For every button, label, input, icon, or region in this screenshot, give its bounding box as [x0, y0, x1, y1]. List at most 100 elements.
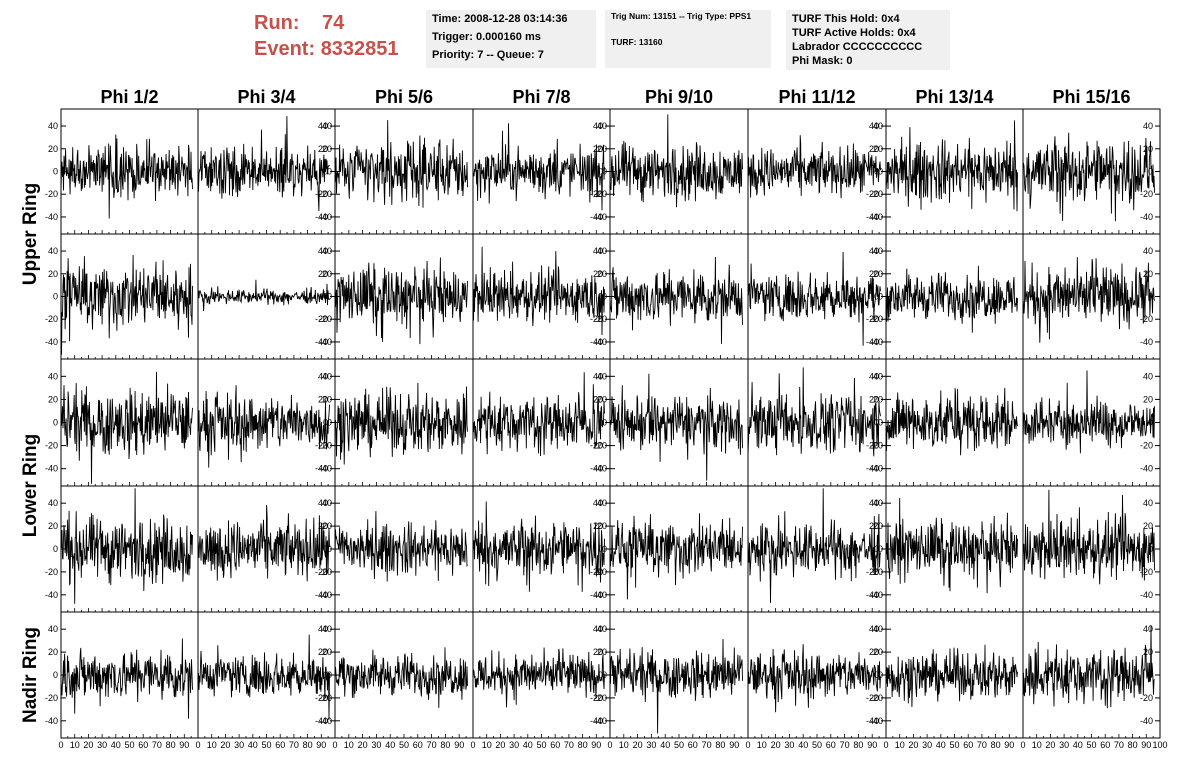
y-tick-label: -20	[866, 693, 879, 703]
y-tick-label: -20	[319, 441, 332, 451]
waveform-panel: -40 -20 0 20 40	[870, 233, 1024, 360]
y-tick-label: -20	[594, 693, 607, 703]
x-tick-label: 0	[58, 740, 63, 750]
x-tick-label: 20	[908, 740, 918, 750]
waveform-panel: -40 -20 0 20 40	[472, 611, 611, 739]
x-tick-label: 90	[591, 740, 601, 750]
phi-mask-text: Phi Mask: 0	[792, 55, 853, 67]
x-tick-label: 50	[261, 740, 271, 750]
y-tick-label: 40	[873, 121, 883, 131]
ring-label: Lower Ring	[20, 434, 41, 537]
x-tick-label: 0	[332, 740, 337, 750]
y-tick-label: 0	[1148, 167, 1153, 177]
y-tick-label: 40	[597, 498, 607, 508]
waveform-panel: -40 -20 0 20 40	[319, 358, 474, 487]
x-tick-label: 90	[729, 740, 739, 750]
y-tick-label: 20	[869, 269, 879, 279]
y-tick-label: -40	[866, 590, 879, 600]
y-tick-label: 40	[869, 371, 879, 381]
waveform-trace	[197, 279, 330, 312]
y-tick-label: 40	[873, 624, 883, 634]
y-tick-label: 20	[322, 394, 332, 404]
y-tick-label: -40	[1140, 212, 1153, 222]
y-tick-label: -20	[590, 441, 603, 451]
waveform-trace	[334, 257, 468, 345]
y-tick-label: -40	[594, 212, 607, 222]
waveform-panel: -40 -20 0 20 40	[747, 611, 887, 739]
waveform-trace	[60, 488, 193, 604]
waveform-panel: -40 -20 0 20 40	[319, 485, 474, 613]
y-tick-label: -40	[1140, 464, 1153, 474]
waveform-trace	[885, 387, 1018, 456]
y-tick-label: 0	[53, 544, 58, 554]
waveform-trace	[747, 251, 881, 346]
x-tick-label: 70	[977, 740, 987, 750]
x-tick-label: 90	[316, 740, 326, 750]
y-tick-label: 20	[597, 269, 607, 279]
x-tick-label: 60	[275, 740, 285, 750]
waveform-panel: -40 -20 0 20 40	[870, 611, 1024, 739]
y-tick-label: -40	[866, 212, 879, 222]
x-tick-label: 50	[399, 740, 409, 750]
x-tick-label: 10	[482, 740, 492, 750]
x-tick-label: 90	[867, 740, 877, 750]
y-tick-label: -20	[594, 441, 607, 451]
x-tick-label: 0	[607, 740, 612, 750]
y-tick-label: 20	[593, 521, 603, 531]
x-tick-label: 80	[715, 740, 725, 750]
y-tick-label: 0	[602, 670, 607, 680]
turf-num-text: TURF: 13160	[611, 37, 663, 47]
x-tick-label: 10	[70, 740, 80, 750]
x-tick-label: 60	[1100, 740, 1110, 750]
y-tick-label: 0	[602, 544, 607, 554]
y-tick-label: 40	[1143, 121, 1153, 131]
y-tick-label: -20	[866, 441, 879, 451]
y-tick-label: 20	[873, 144, 883, 154]
x-tick-label: 10	[1032, 740, 1042, 750]
waveform-trace	[1022, 257, 1155, 343]
y-tick-label: -20	[45, 567, 58, 577]
x-tick-label: 20	[771, 740, 781, 750]
y-tick-label: -40	[45, 716, 58, 726]
x-tick-label: 50	[674, 740, 684, 750]
waveform-panel: -40 -20 0 20 40	[319, 611, 474, 739]
y-tick-label: 0	[602, 167, 607, 177]
y-tick-label: -20	[319, 314, 332, 324]
y-tick-label: -20	[319, 567, 332, 577]
x-tick-label: 60	[963, 740, 973, 750]
x-tick-label: 30	[97, 740, 107, 750]
run-label: Run:	[254, 12, 300, 34]
y-tick-label: 0	[327, 167, 332, 177]
x-tick-label: 50	[536, 740, 546, 750]
waveform-trace	[609, 638, 743, 734]
waveform-trace	[472, 123, 605, 211]
waveform-trace	[197, 385, 330, 468]
x-tick-label: 90	[179, 740, 189, 750]
y-tick-label: -20	[594, 567, 607, 577]
y-tick-label: -40	[870, 716, 883, 726]
waveform-trace	[1022, 370, 1155, 454]
labrador-text: Labrador CCCCCCCCCC	[792, 41, 923, 53]
x-tick-label: 40	[385, 740, 395, 750]
y-tick-label: 20	[597, 394, 607, 404]
column-header: Phi 15/16	[1052, 87, 1130, 107]
waveform-panel: -40 -20 0 20 40	[472, 358, 611, 487]
y-tick-label: -40	[594, 337, 607, 347]
turf-this-hold-text: TURF This Hold: 0x4	[792, 13, 900, 25]
y-tick-label: 20	[322, 521, 332, 531]
x-tick-label: 0	[470, 740, 475, 750]
y-tick-label: 20	[593, 269, 603, 279]
x-tick-label: 100	[1152, 740, 1167, 750]
x-tick-label: 70	[702, 740, 712, 750]
y-tick-label: 40	[322, 121, 332, 131]
x-tick-label: 40	[936, 740, 946, 750]
y-tick-label: -20	[315, 567, 328, 577]
waveform-panel: -40 -20 0 20 40	[45, 611, 199, 739]
time-info-box: Time: 2008-12-28 03:14:36 Trigger: 0.000…	[426, 10, 596, 68]
waveform-trace	[1022, 132, 1155, 222]
waveform-panel: -40 -20 0 20 40	[594, 108, 749, 235]
y-tick-label: -20	[590, 693, 603, 703]
y-tick-label: 40	[1143, 371, 1153, 381]
y-tick-label: 0	[327, 292, 332, 302]
y-tick-label: -40	[319, 716, 332, 726]
